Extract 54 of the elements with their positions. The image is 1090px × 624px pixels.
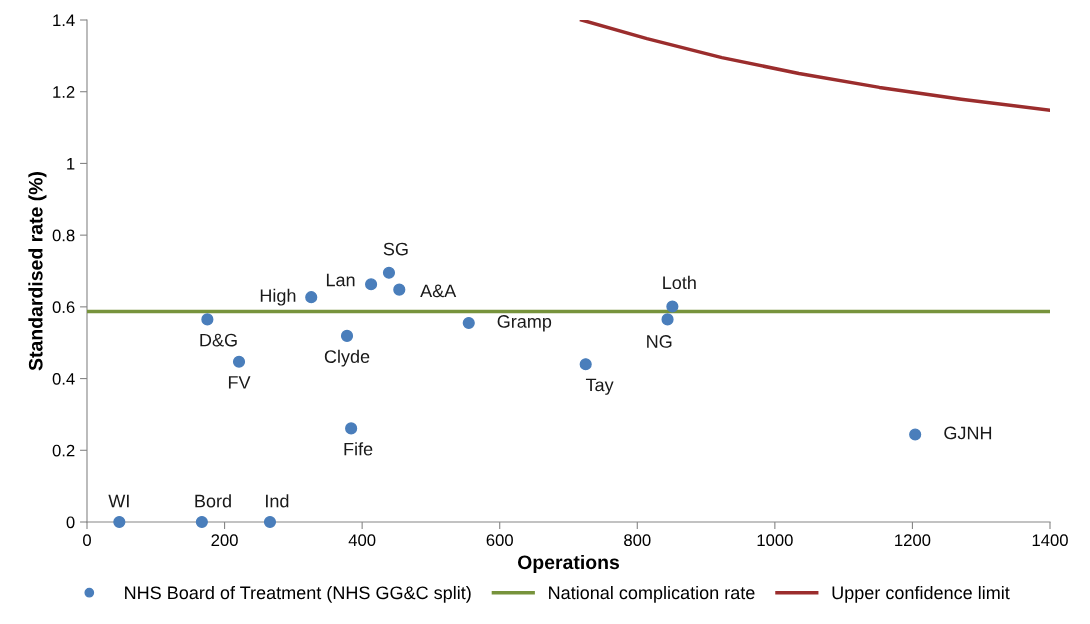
x-axis-title: Operations: [517, 554, 620, 574]
y-tick-label: 1.2: [53, 86, 75, 98]
x-tick-label: 200: [211, 534, 238, 547]
point: [340, 329, 354, 342]
point: [201, 313, 214, 326]
point: [462, 316, 475, 330]
annotation: Bord: [195, 494, 231, 508]
y-tick-label: 0.8: [52, 229, 75, 242]
x-tick-label: 1400: [1032, 534, 1068, 547]
y-tick-label: 1: [67, 158, 75, 170]
line-series: [579, 20, 1050, 113]
y-tick-label: 0.4: [52, 372, 75, 385]
y-tick-label: 0.2: [52, 444, 75, 457]
point: [382, 266, 396, 279]
annotation: A&A: [420, 284, 457, 298]
point: [579, 358, 592, 371]
x-tick-label: 400: [348, 534, 376, 547]
y-tick-label: 0.6: [52, 301, 75, 314]
annotation: Ind: [266, 494, 289, 508]
point: [909, 428, 922, 441]
annotation: Fife: [344, 442, 373, 456]
annotation: Gramp: [497, 315, 552, 332]
legend-label: Upper confidence limit: [832, 585, 1010, 603]
x-tick-label: 600: [486, 534, 513, 547]
point: [666, 300, 679, 313]
annotation: Clyde: [324, 349, 370, 367]
annotation: Loth: [663, 275, 696, 290]
x-tick-label: 1000: [757, 534, 793, 547]
annotation: SG: [383, 242, 408, 256]
x-tick-label: 0: [83, 534, 91, 547]
point: [365, 278, 378, 291]
legend-label: National complication rate: [549, 585, 755, 603]
point: [393, 283, 406, 296]
point: [232, 355, 246, 368]
point: [195, 515, 208, 529]
point: [345, 422, 358, 435]
point: [263, 515, 277, 529]
annotation: NG: [647, 335, 672, 348]
point: [661, 313, 674, 326]
annotation: FV: [228, 376, 251, 389]
annotation: GJNH: [944, 426, 992, 440]
point: [305, 291, 318, 304]
annotation: High: [260, 288, 296, 306]
annotation: D&G: [200, 333, 237, 347]
y-tick-label: 1.4: [53, 14, 75, 27]
y-axis-title: Standardised rate (%): [28, 172, 47, 371]
x-tick-label: 800: [624, 534, 651, 547]
annotation: Lan: [326, 273, 355, 287]
legend-label: NHS Board of Treatment (NHS GG&C split): [125, 585, 471, 603]
annotation: WI: [108, 494, 129, 508]
point: [113, 515, 126, 529]
x-tick-label: 1200: [895, 534, 931, 547]
annotation: Tay: [585, 378, 614, 395]
y-tick-label: 0: [66, 516, 75, 529]
